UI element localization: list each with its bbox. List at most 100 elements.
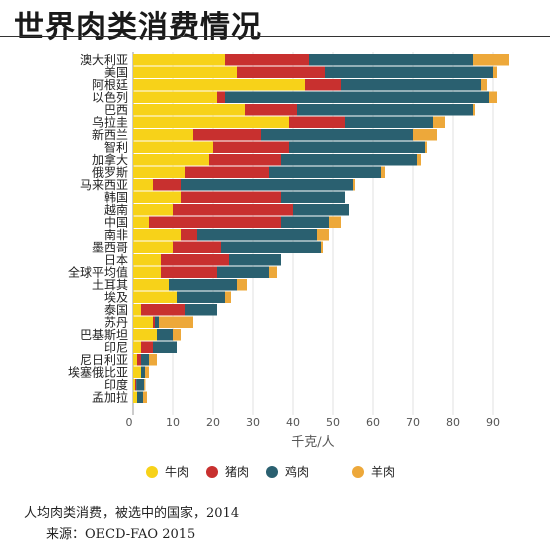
bar-segment [237,66,325,78]
category-label: 中国 [104,215,128,230]
category-label: 加拿大 [92,152,128,167]
bar-segment [133,191,181,203]
category-label: 苏丹 [104,316,128,330]
bar-segment [217,91,225,103]
stacked-bar-chart: 澳大利亚美国阿根廷以色列巴西乌拉圭新西兰智利加拿大俄罗斯马来西亚韩国越南中国南非… [68,52,509,479]
legend-label: 牛肉 [165,464,189,479]
legend-swatch [266,466,278,478]
bar-segment [209,154,281,166]
bar-segment [185,166,269,178]
bar-segment [133,154,209,166]
bar-segment [149,216,281,228]
bar-segment [225,54,309,66]
x-tick-label: 10 [166,416,180,429]
category-label: 以色列 [92,91,128,105]
bar-segment [136,379,145,391]
bar-segment [181,229,197,241]
bar-segment [321,241,323,253]
bar-segment [185,304,217,316]
bar-segment [133,129,193,141]
bar-segment [481,79,487,91]
bar-segment [293,204,349,216]
category-label: 孟加拉 [92,390,128,405]
bar-segment [493,66,497,78]
bar-segment [225,91,489,103]
bar-segment [225,291,231,303]
bar-segment [133,54,225,66]
legend-label: 猪肉 [225,465,249,479]
bar-segment [193,129,261,141]
bar-segment [213,141,289,153]
bar-segment [237,279,247,291]
bar-segment [413,129,437,141]
bar-segment [141,341,153,353]
bar-segment [133,354,137,366]
x-tick-label: 50 [326,416,340,429]
bar-segment [137,391,143,403]
bar-segment [173,241,221,253]
category-label: 尼日利亚 [80,353,128,367]
bar-segment [133,104,245,116]
legend-swatch [352,466,364,478]
bar-segment [133,179,153,191]
bar-segment [489,91,497,103]
bar-segment [229,254,281,266]
bar-segment [197,229,317,241]
bar-segment [153,341,177,353]
bar-segment [144,379,146,391]
bar-segment [317,229,329,241]
category-label: 巴西 [104,103,128,117]
x-tick-label: 30 [246,416,260,429]
legend-label: 鸡肉 [285,464,309,479]
bar-segment [281,216,329,228]
bar-segment [153,316,155,328]
bar-segment [425,141,427,153]
bar-segment [133,141,213,153]
bar-segment [133,241,173,253]
bar-segment [309,54,473,66]
bar-segment [161,254,229,266]
category-label: 阿根廷 [92,78,128,92]
bar-segment [169,279,237,291]
bar-segment [345,116,433,128]
bar-segment [297,104,473,116]
bar-segment [141,354,149,366]
bar-segment [173,204,293,216]
bar-segment [145,366,149,378]
category-label: 新西兰 [92,127,128,142]
bar-segment [305,79,341,91]
bar-segment [281,154,417,166]
bar-segment [133,341,141,353]
bar-segment [133,229,181,241]
bar-segment [269,266,277,278]
bar-segment [181,179,353,191]
x-tick-label: 70 [406,416,420,429]
bar-segment [133,366,141,378]
bar-segment [141,304,185,316]
bar-segment [153,179,181,191]
bar-segment [133,329,157,341]
bar-segment [261,129,413,141]
bar-segment [135,379,137,391]
bar-segment [159,316,193,328]
x-tick-label: 60 [366,416,380,429]
bar-segment [133,291,177,303]
bar-segment [133,304,141,316]
x-tick-label: 90 [486,416,500,429]
bar-segment [473,104,475,116]
legend: 牛肉 猪肉 鸡肉 羊肉 [146,464,395,479]
legend-swatch [206,466,218,478]
bar-segment [173,329,181,341]
bar-segment [289,116,345,128]
bar-segment [157,329,173,341]
bar-segment [141,366,145,378]
category-label: 马来西亚 [80,178,128,192]
category-label: 韩国 [104,190,128,205]
category-label: 越南 [104,202,128,217]
bar-segment [269,166,381,178]
category-label: 俄罗斯 [92,166,128,180]
category-label: 美国 [104,66,128,80]
chart-title: 世界肉类消费情况 [14,10,262,45]
category-label: 墨西哥 [92,241,128,255]
bar-segment [381,166,385,178]
